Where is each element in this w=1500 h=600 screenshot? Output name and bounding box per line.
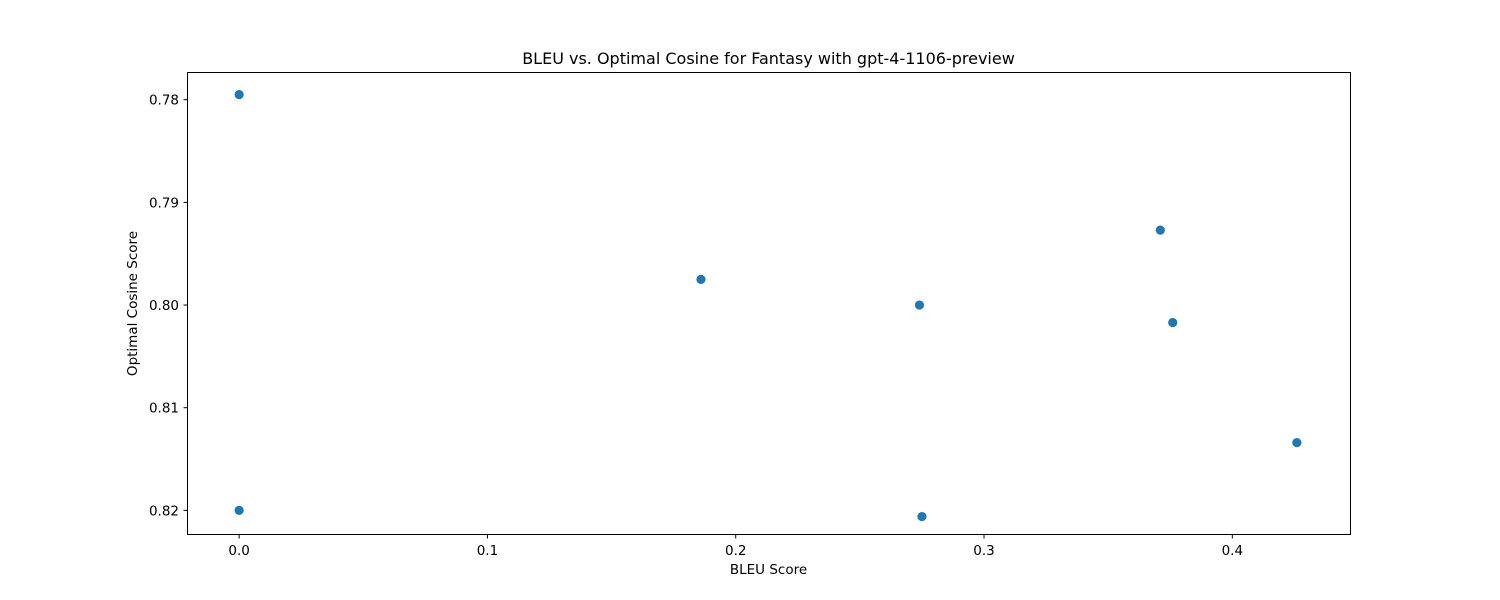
x-tick-label: 0.1 <box>477 543 498 559</box>
data-point-3 <box>696 274 706 284</box>
y-tick-label: 0.79 <box>149 195 179 211</box>
y-tick-label: 0.81 <box>149 401 179 417</box>
data-point-2 <box>234 505 244 515</box>
x-tick-label: 0.2 <box>725 543 746 559</box>
x-tick-label: 0.3 <box>973 543 994 559</box>
data-point-1 <box>234 89 244 100</box>
data-point-7 <box>1168 317 1178 328</box>
data-point-5 <box>917 511 927 522</box>
data-points <box>234 89 1302 522</box>
y-tick-label: 0.82 <box>149 503 179 519</box>
x-tick-label: 0.0 <box>228 543 249 559</box>
y-axis-ticks: 0.78 0.79 0.80 0.81 0.82 <box>149 93 188 519</box>
data-point-4 <box>914 300 925 310</box>
plot-area-frame <box>187 72 1351 535</box>
y-axis-title: Optimal Cosine Score <box>125 231 141 376</box>
x-axis-title: BLEU Score <box>730 562 807 578</box>
x-axis-ticks: 0.0 0.1 0.2 0.3 0.4 <box>228 534 1243 559</box>
y-tick-label: 0.80 <box>149 298 179 314</box>
y-tick-label: 0.78 <box>149 93 179 109</box>
data-point-8 <box>1292 438 1302 448</box>
x-tick-label: 0.4 <box>1222 543 1243 559</box>
chart-title: BLEU vs. Optimal Cosine for Fantasy with… <box>522 49 1015 68</box>
data-point-6 <box>1155 225 1165 235</box>
